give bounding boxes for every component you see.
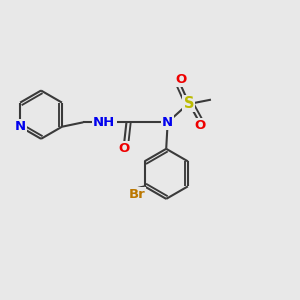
- Text: NH: NH: [93, 116, 116, 129]
- Text: O: O: [118, 142, 130, 155]
- Text: O: O: [194, 119, 206, 132]
- Text: Br: Br: [128, 188, 145, 201]
- Text: N: N: [162, 116, 173, 129]
- Text: O: O: [175, 73, 186, 86]
- Text: S: S: [184, 96, 194, 111]
- Text: N: N: [15, 120, 26, 133]
